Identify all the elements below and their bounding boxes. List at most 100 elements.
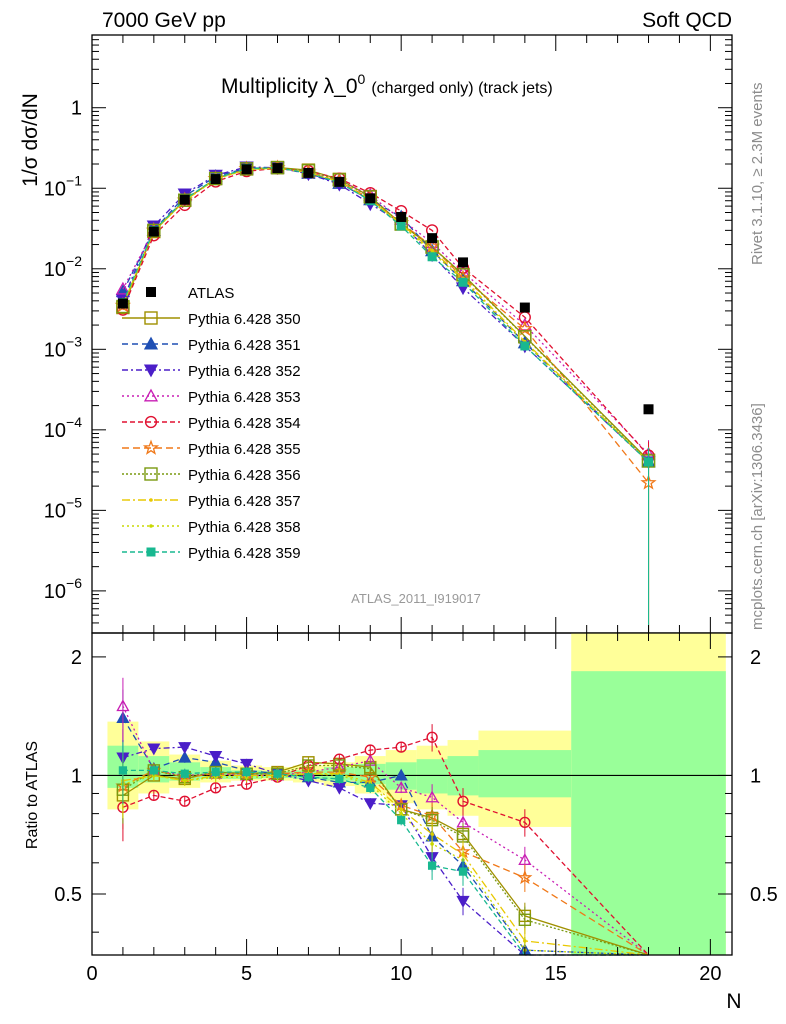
band-inner [478, 750, 572, 798]
ratio-y-tick-label: 1 [71, 765, 82, 787]
main-y-tick-label: 10−1 [44, 172, 82, 200]
series-line [122, 167, 649, 462]
main-y-tick-label: 10−5 [44, 494, 82, 522]
ratio-point [178, 742, 192, 754]
legend-item: Pythia 6.428 357 [122, 493, 301, 510]
ratio-point [211, 767, 220, 777]
plot-title-superscript: 0 [358, 71, 366, 87]
atlas-data-points [117, 163, 654, 415]
atlas-point [519, 302, 530, 313]
ratio-line [122, 736, 649, 956]
tick-exponent: −3 [66, 333, 82, 349]
atlas-point [427, 233, 438, 244]
ratio-point [335, 774, 344, 784]
energy-label: 7000 GeV pp [102, 9, 226, 32]
ratio-point [210, 782, 222, 794]
legend-item: Pythia 6.428 350 [122, 311, 301, 328]
ratio-frame [91, 632, 733, 956]
legend-marker [144, 467, 158, 481]
legend-label: Pythia 6.428 357 [188, 493, 301, 510]
x-tick-label: 10 [390, 963, 412, 985]
ratio-point [179, 795, 191, 807]
tick-base: 10 [44, 420, 66, 442]
main-ticks [91, 34, 732, 634]
main-panel: 10−610−510−410−310−210−11 1/σ dσ/dN Mult… [19, 34, 733, 634]
ratio-point [332, 782, 346, 795]
ratio-line [122, 773, 649, 956]
atlas-point [210, 174, 221, 185]
atlas-point [272, 163, 283, 174]
ratio-point [517, 869, 533, 885]
ratio-line [122, 769, 649, 956]
series-point [115, 281, 131, 295]
legend-marker [144, 415, 158, 429]
legend-marker [149, 524, 153, 528]
legend-item: Pythia 6.428 354 [122, 415, 301, 432]
ratio-series-pythia-6.428-359 [118, 742, 649, 956]
x-tick-label: 15 [545, 963, 567, 985]
ratio-point [147, 743, 161, 756]
analysis-id: ATLAS_2011_I919017 [351, 591, 481, 606]
ratio-point [149, 766, 158, 775]
ratio-panel: 0.5 0.5 1 1 2 2 0 5 10 15 20 Ratio to ATLAS N [24, 632, 778, 1013]
ratio-point [457, 795, 469, 807]
ratio-y-tick-label-right: 1 [750, 765, 761, 787]
ratio-point [397, 816, 406, 825]
series-point [178, 193, 192, 207]
ratio-y-tick-label: 0.5 [54, 884, 82, 906]
plot-title-detail: (charged only) (track jets) [371, 80, 552, 97]
x-tick-labels: 0 5 10 15 20 [86, 963, 721, 985]
atlas-point [241, 164, 252, 175]
ratio-point [427, 861, 437, 870]
ratio-y-axis-label: Ratio to ATLAS [24, 741, 41, 849]
rivet-note: Rivet 3.1.10, ≥ 2.3M events [749, 83, 766, 266]
series-line [122, 167, 649, 463]
legend-item: Pythia 6.428 351 [122, 336, 301, 354]
legend-label: Pythia 6.428 351 [188, 337, 301, 354]
tick-exponent: −5 [66, 494, 82, 510]
atlas-point [365, 193, 376, 204]
ratio-point [242, 767, 251, 777]
atlas-point [643, 404, 654, 415]
ratio-point [178, 750, 192, 763]
tick-base: 10 [44, 339, 66, 361]
legend-item: Pythia 6.428 359 [122, 545, 301, 562]
legend-label: Pythia 6.428 358 [188, 519, 301, 536]
band-inner [571, 671, 726, 955]
legend-item: Pythia 6.428 352 [122, 363, 301, 380]
ratio-y-tick-label-right: 2 [750, 647, 761, 669]
ratio-point [395, 741, 407, 753]
ratio-y-tick-labels: 0.5 0.5 1 1 2 2 [54, 647, 778, 906]
legend-marker [146, 547, 156, 557]
legend-label: ATLAS [188, 285, 234, 302]
tick-base: 10 [44, 500, 66, 522]
legend-item: Pythia 6.428 355 [122, 439, 301, 458]
legend-item: ATLAS [146, 285, 234, 302]
legend-label: Pythia 6.428 350 [188, 311, 301, 328]
atlas-point [458, 257, 469, 268]
ratio-point [364, 744, 376, 756]
ratio-point [118, 766, 128, 775]
ratio-point [148, 789, 160, 802]
plot-title: Multiplicity λ_00 (charged only) (track j… [221, 71, 553, 98]
ratio-point [239, 758, 254, 771]
main-y-tick-label: 10−2 [44, 253, 82, 281]
ratio-point [426, 731, 438, 743]
main-y-tick-label: 10−3 [44, 333, 82, 361]
series-point [516, 320, 533, 336]
atlas-point [148, 226, 159, 237]
ratio-line [122, 717, 649, 956]
legend-label: Pythia 6.428 359 [188, 545, 301, 562]
tick-exponent: −4 [66, 414, 82, 430]
legend-label: Pythia 6.428 353 [188, 389, 301, 406]
ratio-point [363, 798, 377, 811]
legend-label: Pythia 6.428 356 [188, 467, 301, 484]
ratio-point [425, 790, 439, 803]
atlas-point [334, 176, 345, 187]
ratio-ticks [91, 633, 732, 955]
legend-marker [144, 311, 158, 325]
main-y-tick-label: 1 [71, 98, 82, 120]
atlas-point [179, 194, 190, 205]
ratio-point [456, 895, 470, 908]
